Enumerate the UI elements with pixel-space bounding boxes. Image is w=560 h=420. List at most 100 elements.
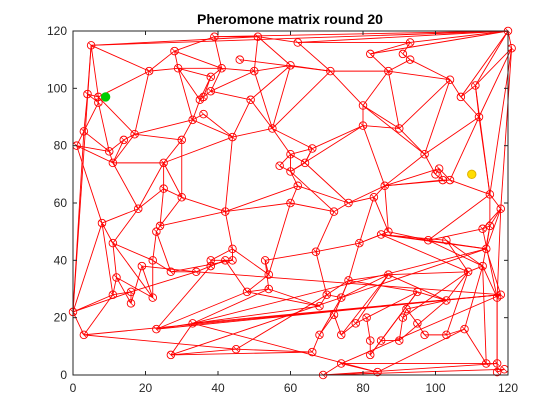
node-marker: [471, 81, 480, 90]
edge-line: [163, 188, 182, 198]
edge-line: [384, 185, 389, 232]
node-marker: [188, 319, 197, 328]
edge-line: [101, 208, 139, 224]
edge-line: [112, 133, 135, 164]
edge-line: [268, 202, 291, 275]
nodes-layer: [68, 26, 516, 380]
edge-line: [304, 162, 349, 204]
x-tick-label: 20: [139, 381, 153, 395]
edge-line: [116, 277, 153, 298]
edge-line: [388, 231, 429, 241]
edge-line: [482, 266, 487, 364]
edge-line: [326, 280, 349, 296]
edge-line: [112, 208, 139, 244]
edge-line: [482, 265, 498, 298]
edge-line: [348, 279, 418, 293]
edge-line: [304, 148, 313, 164]
edge-line: [358, 197, 375, 244]
start-marker: [100, 92, 111, 102]
node-marker: [474, 112, 484, 122]
x-tick-label: 120: [498, 381, 518, 395]
edge-line: [340, 323, 357, 336]
node-marker: [159, 158, 168, 168]
node-marker: [420, 150, 429, 159]
edge-line: [149, 67, 179, 72]
markers-layer: [100, 92, 477, 180]
edge-line: [196, 271, 501, 296]
node-marker: [358, 121, 368, 130]
edge-line: [482, 225, 491, 267]
node-marker: [220, 207, 230, 216]
edge-line: [210, 70, 255, 92]
edge-line: [225, 202, 291, 213]
edge-line: [203, 90, 212, 98]
edge-line: [177, 68, 194, 120]
edge-line: [181, 196, 226, 213]
node-marker: [206, 261, 215, 271]
x-tick-label: 80: [356, 381, 370, 395]
node-marker: [369, 193, 379, 202]
edge-line: [250, 65, 291, 101]
node-marker: [104, 147, 114, 156]
edge-line: [272, 128, 291, 155]
node-marker: [286, 198, 295, 208]
edge-line: [402, 271, 469, 319]
edge-line: [464, 265, 484, 330]
edge-line: [232, 248, 270, 276]
edge-line: [174, 50, 222, 69]
edge-line: [116, 277, 132, 304]
edge-line: [362, 125, 400, 129]
node-marker: [126, 287, 136, 297]
edge-line: [108, 139, 125, 152]
node-marker: [395, 124, 404, 133]
x-tick-label: 40: [211, 381, 225, 395]
edge-line: [348, 243, 360, 281]
edge-line: [467, 265, 483, 273]
edge-line: [90, 44, 150, 72]
edge-line: [427, 194, 491, 241]
node-marker: [380, 181, 390, 191]
edge-line: [398, 128, 425, 155]
node-marker: [217, 64, 226, 73]
edge-line: [355, 274, 389, 324]
edge-line: [449, 79, 462, 98]
edge-line: [108, 151, 114, 164]
edge-line: [130, 265, 143, 304]
edge-line: [246, 291, 320, 307]
edge-line: [174, 50, 179, 69]
edge-line: [83, 94, 88, 132]
edge-line: [410, 30, 509, 43]
edge-line: [214, 30, 509, 38]
y-tick-label: 120: [47, 24, 67, 38]
node-marker: [413, 319, 422, 328]
y-tick-label: 100: [47, 81, 67, 95]
node-marker: [315, 330, 324, 340]
edge-line: [449, 116, 480, 181]
edge-line: [297, 42, 331, 72]
edge-line: [507, 30, 513, 49]
node-marker: [311, 247, 321, 256]
node-marker: [188, 115, 197, 125]
edge-line: [101, 222, 114, 295]
y-axis: 0 20 40 60 80 100 120: [47, 24, 508, 382]
node-marker: [166, 350, 176, 360]
edge-line: [163, 162, 183, 198]
node-marker: [362, 313, 371, 322]
node-marker: [384, 66, 393, 76]
node-marker: [177, 193, 186, 202]
edge-line: [406, 308, 418, 324]
node-marker: [108, 290, 118, 299]
node-marker: [478, 261, 487, 271]
x-tick-label: 0: [70, 381, 77, 395]
node-marker: [79, 330, 89, 340]
edge-line: [272, 70, 331, 129]
edge-line: [460, 96, 480, 118]
edge-line: [474, 30, 509, 86]
node-marker: [293, 38, 303, 47]
node-marker: [442, 296, 451, 305]
node-marker: [376, 336, 386, 345]
edge-line: [192, 113, 204, 121]
edge-line: [232, 128, 273, 138]
edge-line: [355, 317, 367, 324]
node-marker: [231, 344, 241, 354]
